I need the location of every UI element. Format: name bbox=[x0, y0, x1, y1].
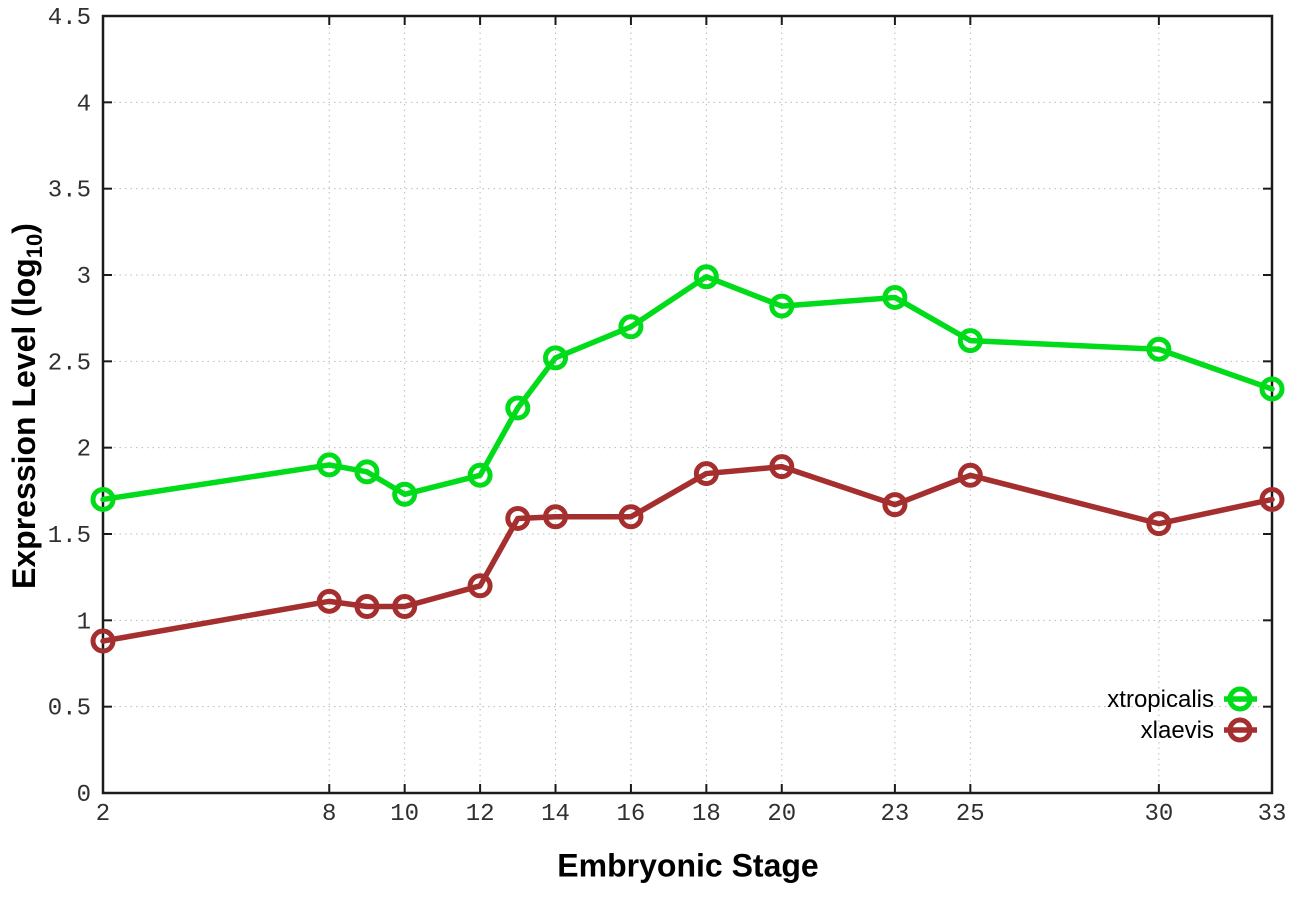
y-tick-label: 0 bbox=[77, 782, 91, 809]
data-point-xtropicalis bbox=[618, 314, 644, 340]
data-point-xlaevis bbox=[769, 454, 795, 480]
x-tick-label: 16 bbox=[617, 801, 646, 828]
y-axis-title-suffix: ) bbox=[5, 223, 42, 234]
data-point-xtropicalis bbox=[1146, 336, 1172, 362]
x-tick-label: 25 bbox=[956, 801, 985, 828]
data-point-xlaevis bbox=[505, 505, 531, 531]
y-axis-title-text: Expression Level (log bbox=[5, 258, 42, 589]
data-point-xtropicalis bbox=[90, 486, 116, 512]
y-tick-label: 3.5 bbox=[48, 178, 91, 205]
data-point-xlaevis bbox=[90, 628, 116, 654]
data-point-xtropicalis bbox=[882, 284, 908, 310]
y-tick-label: 4.5 bbox=[48, 5, 91, 32]
data-point-xlaevis bbox=[467, 573, 493, 599]
x-tick-label: 14 bbox=[541, 801, 570, 828]
x-tick-label: 12 bbox=[466, 801, 495, 828]
y-axis-title-subscript: 10 bbox=[22, 233, 48, 259]
x-tick-label: 10 bbox=[390, 801, 419, 828]
legend-label-xtropicalis: xtropicalis bbox=[1107, 686, 1214, 713]
data-point-xtropicalis bbox=[505, 395, 531, 421]
y-tick-label: 1 bbox=[77, 609, 91, 636]
data-point-xtropicalis bbox=[1259, 376, 1285, 402]
data-point-xlaevis bbox=[693, 461, 719, 487]
data-point-xtropicalis bbox=[957, 328, 983, 354]
x-tick-label: 33 bbox=[1258, 801, 1287, 828]
x-tick-label: 2 bbox=[96, 801, 110, 828]
legend-sample-marker-xtropicalis bbox=[1227, 686, 1253, 712]
data-point-xlaevis bbox=[392, 594, 418, 620]
x-tick-label: 30 bbox=[1144, 801, 1173, 828]
data-point-xtropicalis bbox=[392, 481, 418, 507]
data-point-xlaevis bbox=[1259, 486, 1285, 512]
data-point-xtropicalis bbox=[769, 293, 795, 319]
y-tick-label: 3 bbox=[77, 264, 91, 291]
data-point-xtropicalis bbox=[354, 459, 380, 485]
x-tick-label: 8 bbox=[322, 801, 336, 828]
data-point-xlaevis bbox=[618, 504, 644, 530]
y-tick-label: 1.5 bbox=[48, 523, 91, 550]
x-axis-title: Embryonic Stage bbox=[557, 847, 819, 884]
y-tick-label: 0.5 bbox=[48, 696, 91, 723]
y-tick-label: 4 bbox=[77, 91, 91, 118]
series-line-xlaevis bbox=[100, 463, 1275, 644]
data-point-xlaevis bbox=[957, 462, 983, 488]
data-point-xlaevis bbox=[1146, 511, 1172, 537]
data-point-xtropicalis bbox=[543, 345, 569, 371]
x-tick-label: 18 bbox=[692, 801, 721, 828]
y-axis-title: Expression Level (log10) bbox=[6, 223, 48, 589]
y-tick-label: 2.5 bbox=[48, 350, 91, 377]
data-point-xlaevis bbox=[543, 504, 569, 530]
plot-border bbox=[101, 14, 1274, 795]
data-point-xlaevis bbox=[882, 492, 908, 518]
data-point-xlaevis bbox=[316, 588, 342, 614]
data-point-xtropicalis bbox=[693, 264, 719, 290]
x-tick-label: 23 bbox=[880, 801, 909, 828]
x-tick-label: 20 bbox=[767, 801, 796, 828]
data-point-xlaevis bbox=[354, 594, 380, 620]
data-point-xtropicalis bbox=[316, 452, 342, 478]
legend-label-xlaevis: xlaevis bbox=[1141, 717, 1214, 744]
y-tick-label: 2 bbox=[77, 437, 91, 464]
legend-sample-marker-xlaevis bbox=[1227, 717, 1253, 743]
series-line-xtropicalis bbox=[100, 273, 1275, 503]
data-point-xtropicalis bbox=[467, 462, 493, 488]
